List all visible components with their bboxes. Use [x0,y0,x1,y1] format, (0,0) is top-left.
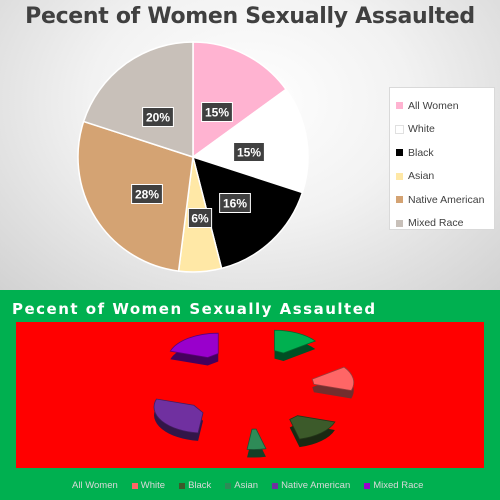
pie-slice-mixed-race [82,41,194,159]
exploded-slice-asian [246,428,267,458]
pie-chart-panel: Pecent of Women Sexually Assaulted 15% 15… [0,0,500,290]
pie-chart-legend: All Women White Black Asian Native American M… [389,87,495,230]
legend-item-white: White [395,118,494,142]
pie-chart-title: Pecent of Women Sexually Assaulted [25,4,475,29]
data-label-white: 15% [233,142,265,162]
legend-label: Mixed Race [408,217,464,230]
legend-label: All Women [408,99,459,112]
data-label-native-american: 28% [131,184,163,204]
svg-text:28%: 28% [135,188,159,202]
pie-slice-white [191,88,309,194]
legend-label: Asian [408,170,435,183]
legend-label: White [408,123,435,136]
legend-swatch [396,172,403,180]
legend-item-white: White [131,480,166,491]
svg-text:6%: 6% [191,212,209,226]
data-label-asian: 6% [187,208,213,228]
legend-item-native-american: Native American [396,188,494,212]
exploded-pie-chart-panel: Pecent of Women Sexually Assaulted All W… [0,290,500,500]
exploded-slice-native-american [153,398,204,441]
legend-label: Mixed Race [373,480,424,491]
legend-item-asian: Asian [396,165,494,189]
legend-swatch [395,124,404,134]
svg-text:15%: 15% [237,146,261,160]
legend-swatch [396,219,403,227]
legend-swatch [225,482,232,489]
exploded-pie-chart [153,329,355,458]
legend-swatch [396,149,403,157]
exploded-pie-chart-title: Pecent of Women Sexually Assaulted [12,300,377,318]
legend-swatch [272,482,279,489]
exploded-pie-plot-area: All Women White Black Asian Native American M… [16,322,484,491]
svg-text:20%: 20% [146,111,170,125]
pie-slice-all-women [192,41,288,159]
legend-swatch [364,482,371,489]
legend-swatch [179,482,186,489]
legend-item-mixed-race: Mixed Race [396,212,494,236]
legend-swatch [396,196,403,204]
pie-chart: 15% 15% 16% 6% 28% 20% [78,41,309,272]
legend-label: White [140,480,166,491]
legend-label: All Women [72,480,118,491]
exploded-slice-black [289,415,336,448]
legend-item-all-women: All Women [396,94,494,118]
data-label-mixed-race: 20% [142,107,174,127]
legend-item-asian: Asian [225,480,258,491]
exploded-slice-all-women [274,329,317,361]
legend-swatch [63,482,69,489]
legend-item-mixed-race: Mixed Race [364,480,423,491]
svg-text:16%: 16% [223,197,247,211]
legend-label: Black [408,146,434,159]
legend-label: Asian [234,480,259,491]
exploded-slice-mixed-race [169,332,219,366]
legend-label: Native American [408,193,485,206]
legend-item-black: Black [179,480,211,491]
legend-label: Native American [281,480,351,491]
legend-swatch [396,102,403,110]
svg-text:15%: 15% [205,106,229,120]
data-label-black: 16% [219,193,251,213]
legend-label: Black [188,480,212,491]
data-label-all-women: 15% [201,102,233,122]
legend-item-all-women: All Women [63,480,118,491]
legend-item-native-american: Native American [272,480,350,491]
exploded-pie-legend: All Women White Black Asian Native American M… [63,480,423,491]
legend-item-black: Black [396,141,494,165]
legend-swatch [131,482,138,489]
exploded-slice-white [311,366,355,399]
